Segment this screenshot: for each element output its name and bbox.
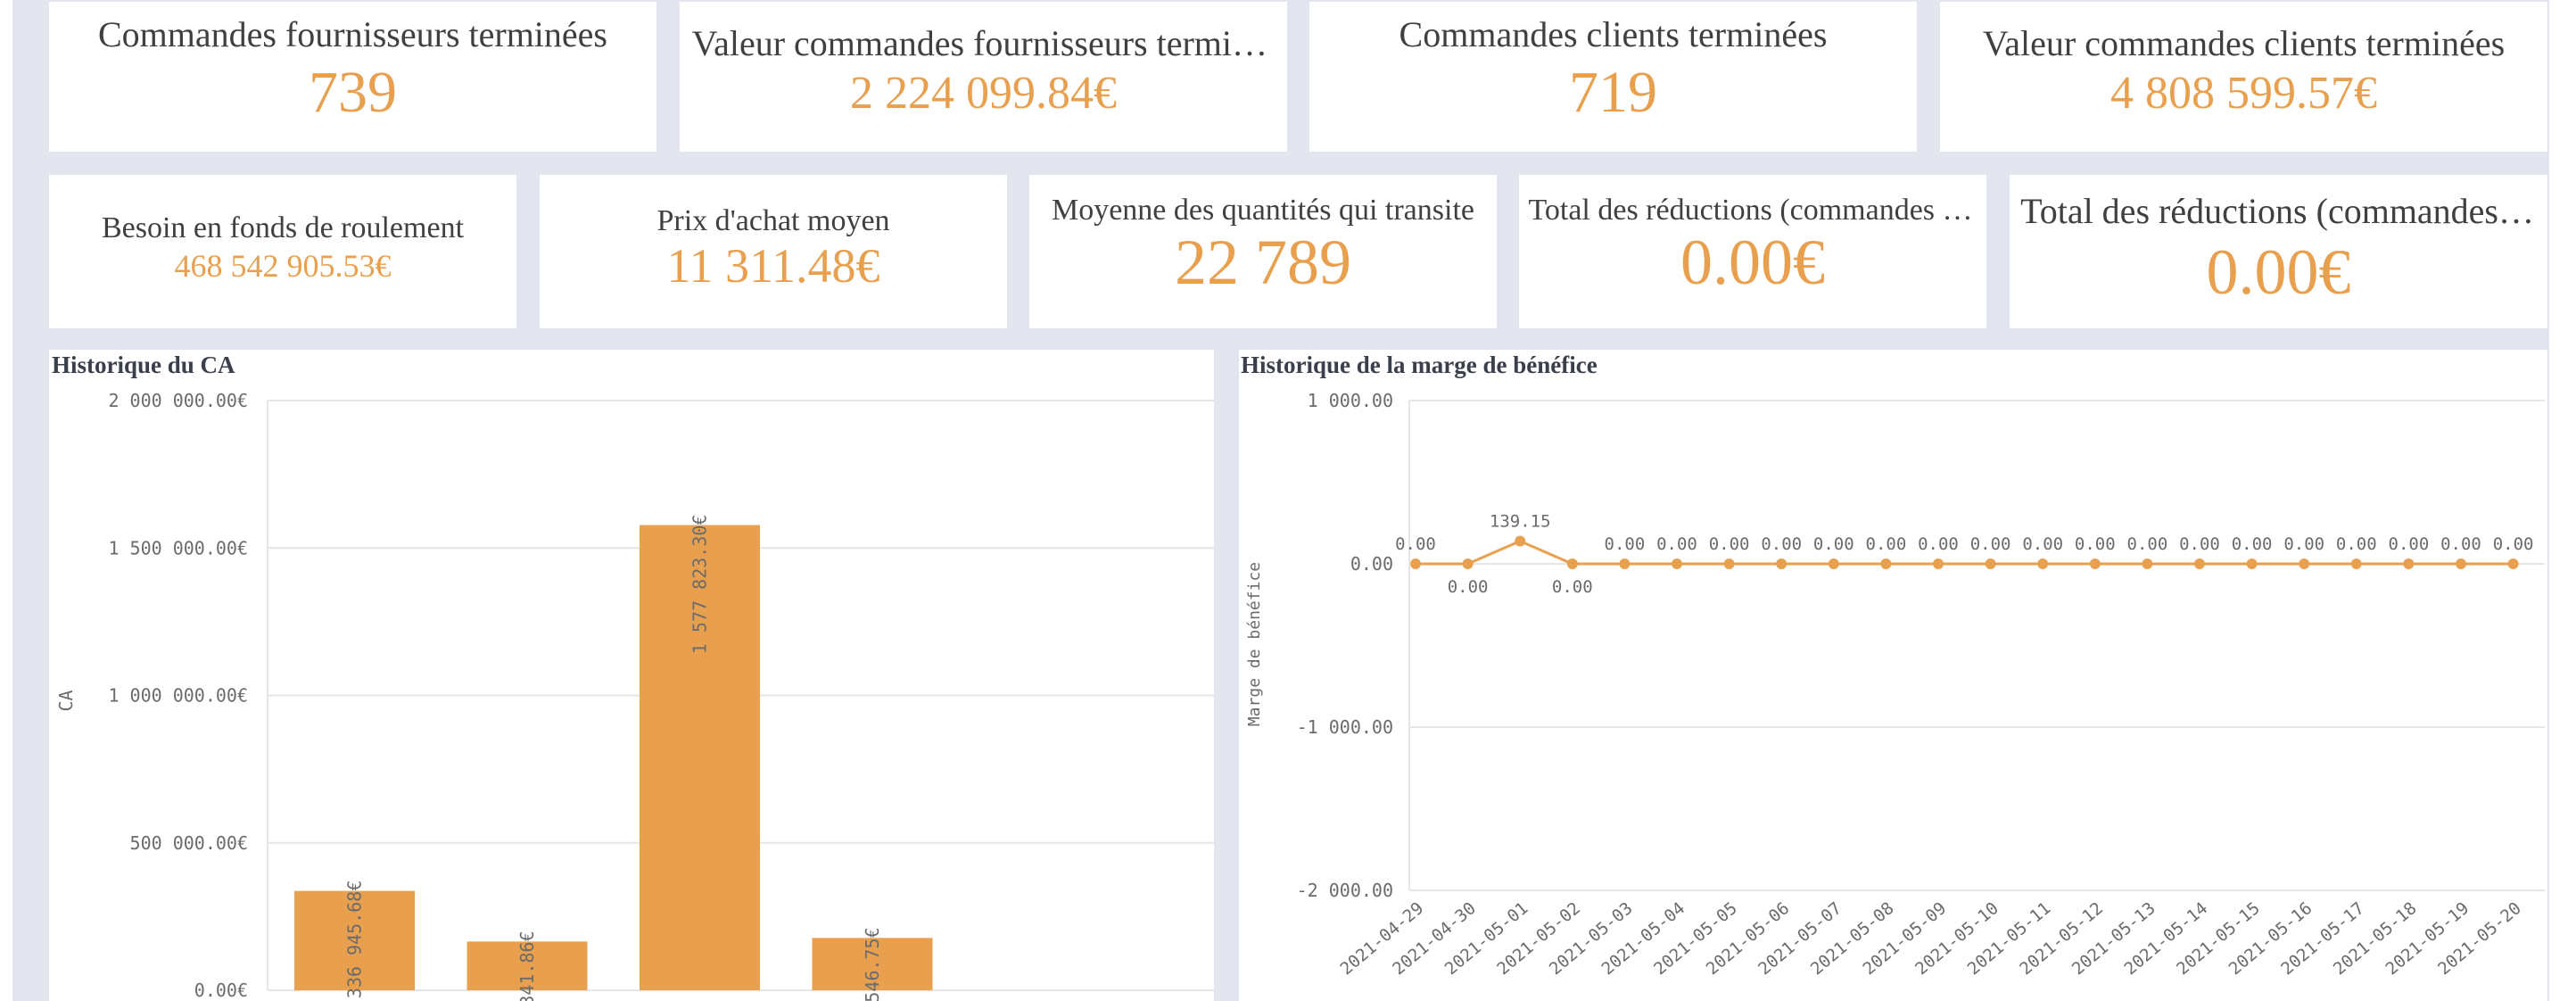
data-point: [1933, 558, 1944, 569]
data-point: [1672, 558, 1682, 569]
right-scroll-area[interactable]: [2549, 0, 2576, 1001]
point-data-label: 0.00: [1656, 534, 1697, 554]
data-point: [2350, 558, 2362, 569]
point-data-label: 0.00: [2389, 534, 2430, 554]
kpi-value: 0.00€: [2206, 236, 2351, 308]
bar-data-label: 1 577 823.30€: [689, 515, 711, 655]
chart-title: Historique du CA: [52, 352, 235, 378]
y-tick-label: 0.00€: [194, 980, 248, 1001]
data-point: [1723, 558, 1735, 569]
bar-data-label: 165 341.86€: [516, 931, 538, 1001]
bar: [812, 938, 933, 990]
point-data-label: 0.00: [2022, 534, 2063, 554]
data-point: [2142, 558, 2153, 569]
kpi-value: 22 789: [1175, 227, 1351, 299]
series-line: [1416, 539, 2514, 566]
chart-title: Historique de la marge de bénéfice: [1241, 352, 1598, 378]
data-point: [2037, 558, 2049, 569]
point-data-label: 0.00: [1605, 534, 1646, 554]
y-tick-label: 1 000.00: [1308, 390, 1393, 411]
kpi-value: 2 224 099.84€: [850, 68, 1117, 119]
y-tick-label: 1 500 000.00€: [108, 537, 248, 558]
point-data-label: 0.00: [1395, 534, 1436, 554]
point-data-label: 0.00: [1761, 534, 1802, 554]
kpi-title: Valeur commandes fournisseurs terminées: [691, 23, 1276, 63]
y-tick-label: -2 000.00: [1297, 880, 1393, 901]
data-point: [2507, 558, 2519, 569]
data-point: [2194, 558, 2205, 569]
point-data-label: 0.00: [1709, 534, 1750, 554]
y-tick-label: 2 000 000.00€: [108, 390, 248, 411]
kpi-value: 0.00€: [1680, 227, 1825, 299]
data-point: [2456, 558, 2466, 569]
data-point: [1566, 558, 1578, 569]
margin-line-chart: -2 000.00 -1 000.00 0.00 1 000.00 Marge de b…: [1245, 390, 2545, 979]
kpi-card-client-discounts: Total des réductions (commandes clients)…: [2010, 175, 2547, 328]
data-point: [1828, 558, 1839, 569]
data-point: [2403, 558, 2415, 569]
kpi-title: Commandes fournisseurs terminées: [98, 14, 607, 54]
data-point: [2299, 558, 2310, 569]
kpi-title: Moyenne des quantités qui transite: [1051, 194, 1474, 227]
y-tick-label: 1 000 000.00€: [108, 685, 248, 707]
kpi-title: Total des réductions (commandes fourniss…: [1528, 194, 1977, 227]
point-data-label: 0.00: [2283, 534, 2324, 554]
point-data-label: 0.00: [2232, 534, 2273, 554]
point-data-label: 0.00: [1448, 577, 1489, 597]
data-point: [2089, 558, 2101, 569]
kpi-card-supplier-orders-value: Valeur commandes fournisseurs terminées …: [680, 2, 1287, 152]
bar-data-label: 177 546.75€: [862, 927, 883, 1001]
revenue-history-chart-panel: Historique du CA 0.00€ 500 000.00€ 1 000 0…: [49, 350, 1214, 1001]
kpi-card-working-capital: Besoin en fonds de roulement 468 542 905…: [49, 175, 516, 328]
kpi-title: Commandes clients terminées: [1399, 14, 1828, 54]
point-data-label: 0.00: [2336, 534, 2377, 554]
point-data-label: 0.00: [1970, 534, 2011, 554]
point-data-label: 139.15: [1490, 512, 1551, 532]
kpi-value: 468 542 905.53€: [174, 248, 392, 285]
data-point: [1619, 558, 1631, 569]
y-axis-label: CA: [55, 690, 77, 711]
kpi-card-average-transit-quantity: Moyenne des quantités qui transite 22 78…: [1029, 175, 1497, 328]
y-axis-label: Marge de bénéfice: [1245, 562, 1264, 726]
kpi-title: Besoin en fonds de roulement: [101, 211, 465, 244]
data-point: [1880, 558, 1892, 569]
bar-data-label: 336 945.68€: [344, 881, 366, 998]
data-point: [1776, 558, 1788, 569]
kpi-card-client-orders-value: Valeur commandes clients terminées 4 808…: [1940, 2, 2547, 152]
kpi-title: Prix d'achat moyen: [656, 204, 890, 237]
kpi-title: Total des réductions (commandes clients): [2020, 191, 2537, 231]
data-point: [1985, 558, 1996, 569]
left-edge: [0, 0, 12, 1001]
revenue-bar-chart: 0.00€ 500 000.00€ 1 000 000.00€ 1 500 000.0…: [55, 390, 1214, 1001]
bar: [294, 890, 415, 990]
y-tick-label: 0.00: [1350, 553, 1393, 575]
point-data-label: 0.00: [2127, 534, 2168, 554]
bar: [640, 525, 760, 990]
data-point: [1515, 535, 1526, 547]
kpi-card-average-purchase-price: Prix d'achat moyen 11 311.48€: [540, 175, 1007, 328]
data-point: [1410, 558, 1421, 569]
kpi-value: 719: [1569, 60, 1657, 125]
y-tick-label: -1 000.00: [1297, 716, 1393, 738]
kpi-card-supplier-discounts: Total des réductions (commandes fourniss…: [1519, 175, 1986, 328]
kpi-card-client-orders: Commandes clients terminées 719: [1309, 2, 1917, 152]
kpi-value: 11 311.48€: [666, 239, 880, 294]
point-data-label: 0.00: [1918, 534, 1959, 554]
point-data-label: 0.00: [1813, 534, 1854, 554]
point-data-label: 0.00: [2493, 534, 2534, 554]
bar: [466, 941, 588, 990]
kpi-title: Valeur commandes clients terminées: [1982, 23, 2506, 63]
point-data-label: 0.00: [1552, 577, 1593, 597]
data-point: [2246, 558, 2258, 569]
kpi-value: 4 808 599.57€: [2110, 68, 2377, 119]
point-data-label: 0.00: [1866, 534, 1907, 554]
margin-history-chart-panel: Historique de la marge de bénéfice -2 00…: [1239, 350, 2547, 1001]
point-data-label: 0.00: [2179, 534, 2220, 554]
kpi-card-supplier-orders: Commandes fournisseurs terminées 739: [49, 2, 656, 152]
point-data-label: 0.00: [2440, 534, 2481, 554]
data-point: [1462, 558, 1474, 569]
kpi-value: 739: [309, 60, 397, 125]
point-data-label: 0.00: [2075, 534, 2116, 554]
y-tick-label: 500 000.00€: [130, 832, 248, 854]
